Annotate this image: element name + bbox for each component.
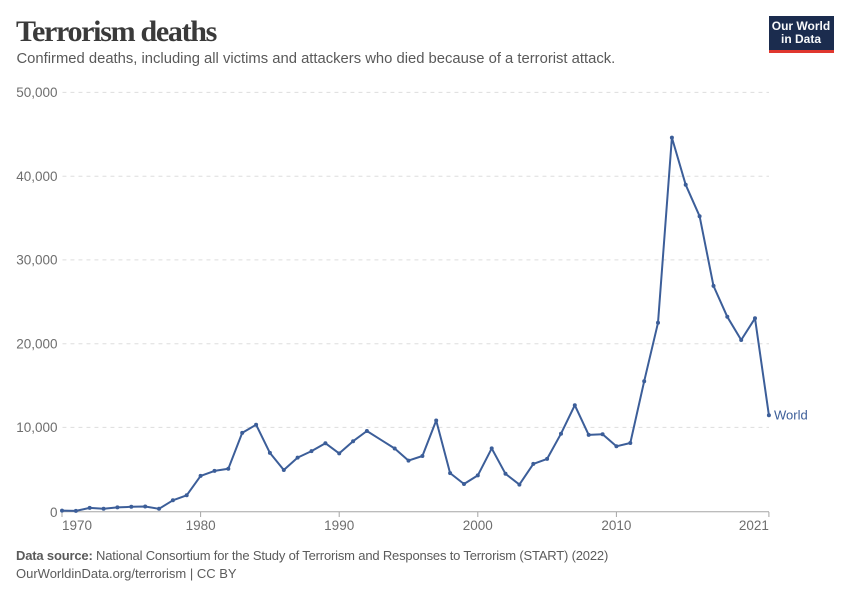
- svg-text:0: 0: [50, 505, 58, 520]
- svg-text:2000: 2000: [463, 518, 493, 533]
- svg-text:20,000: 20,000: [16, 336, 57, 351]
- svg-text:1990: 1990: [324, 518, 354, 533]
- svg-text:2010: 2010: [601, 518, 631, 533]
- svg-text:1970: 1970: [62, 518, 92, 533]
- svg-text:40,000: 40,000: [16, 169, 57, 184]
- svg-text:1980: 1980: [186, 518, 216, 533]
- svg-text:2021: 2021: [739, 518, 769, 533]
- svg-text:50,000: 50,000: [16, 85, 57, 100]
- svg-text:30,000: 30,000: [16, 253, 57, 268]
- svg-text:World: World: [774, 408, 808, 423]
- svg-text:10,000: 10,000: [16, 420, 57, 435]
